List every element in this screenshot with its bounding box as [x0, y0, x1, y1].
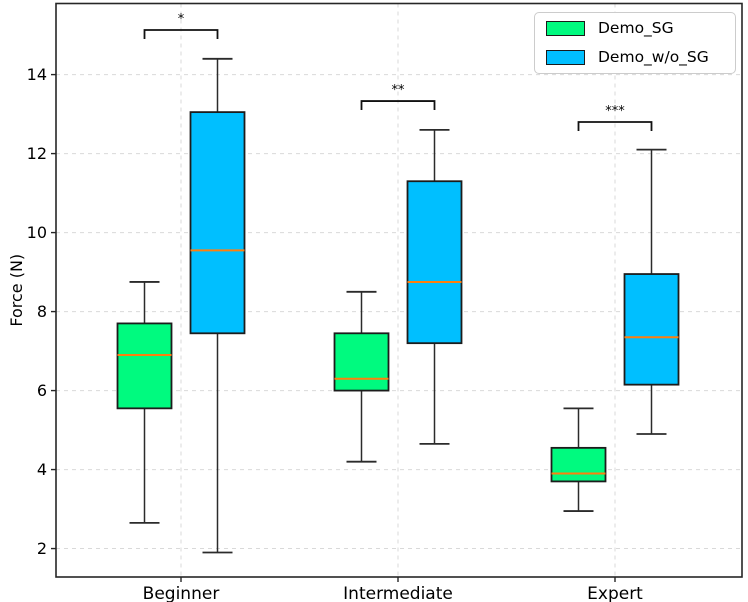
legend-label-demo-wo-sg: Demo_w/o_SG: [598, 47, 709, 66]
box-Demo_SG: [333, 332, 390, 392]
plot-border: [55, 2, 743, 578]
legend-item-demo-sg: Demo_SG: [546, 19, 724, 37]
significance-bracket: [577, 121, 653, 131]
y-tick-label: 14: [27, 65, 47, 84]
y-tick-label: 10: [27, 223, 47, 242]
x-category-label: Intermediate: [343, 584, 453, 602]
legend-item-demo-wo-sg: Demo_w/o_SG: [546, 47, 724, 66]
significance-stars: **: [392, 83, 406, 98]
legend-label-demo-sg: Demo_SG: [598, 19, 674, 37]
significance-stars: *: [178, 12, 185, 27]
significance-bracket: [360, 100, 436, 111]
y-tick-label: 6: [37, 381, 47, 400]
y-axis-title: Force (N): [7, 254, 26, 327]
significance-stars: ***: [605, 104, 625, 119]
box-Demo_SG: [116, 322, 173, 410]
significance-bracket: [143, 29, 219, 39]
legend: Demo_SG Demo_w/o_SG: [534, 12, 736, 74]
y-tick-label: 8: [37, 302, 47, 321]
box-Demo_SG: [550, 446, 607, 483]
box-Demo_w/o_SG: [406, 180, 463, 345]
y-tick-label: 2: [37, 539, 47, 558]
y-tick-label: 12: [27, 144, 47, 163]
legend-swatch-demo-wo-sg-icon: [546, 49, 585, 65]
box-Demo_w/o_SG: [189, 111, 246, 335]
y-tick-label: 4: [37, 460, 47, 479]
x-category-label: Beginner: [143, 584, 220, 602]
x-category-label: Expert: [587, 584, 643, 602]
box-Demo_w/o_SG: [623, 273, 680, 386]
legend-swatch-demo-sg-icon: [546, 21, 585, 37]
